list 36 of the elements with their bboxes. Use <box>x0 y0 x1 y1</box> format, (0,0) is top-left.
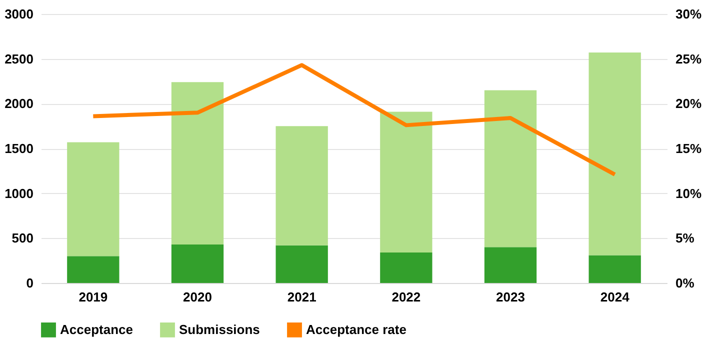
bar <box>380 112 432 253</box>
x-tick-label: 2021 <box>287 290 316 304</box>
bar <box>67 256 120 283</box>
y2-tick-label: 5% <box>676 230 695 246</box>
bar <box>67 142 120 256</box>
y-tick-label: 1000 <box>4 186 34 201</box>
y-tick-label: 2500 <box>4 51 34 66</box>
legend-label: Acceptance <box>60 322 133 337</box>
x-tick-label: 2019 <box>78 290 108 304</box>
bar <box>171 82 224 244</box>
x-tick-label: 2020 <box>183 290 212 304</box>
line-series <box>91 63 617 177</box>
y2-tick-label: 20% <box>676 96 702 112</box>
bar <box>588 255 641 283</box>
legend-label: Submissions <box>179 322 260 337</box>
x-tick-label: 2024 <box>600 290 630 304</box>
y2-tick-label: 10% <box>676 186 702 201</box>
y2-tick-label: 25% <box>676 51 702 66</box>
x-tick-label: 2023 <box>496 290 525 304</box>
y-tick-label: 3000 <box>4 6 34 22</box>
bar <box>484 90 537 248</box>
y2-tick-label: 30% <box>676 6 702 22</box>
bar <box>588 52 641 256</box>
y-tick-label: 0 <box>26 276 34 290</box>
y-tick-label: 1500 <box>4 141 34 156</box>
bar <box>276 245 328 283</box>
bar <box>276 126 328 246</box>
y-tick-label: 500 <box>12 230 34 246</box>
bar <box>484 247 537 283</box>
y-tick-label: 2000 <box>4 96 34 112</box>
legend-label: Acceptance rate <box>306 322 406 337</box>
y2-tick-label: 0% <box>676 276 695 290</box>
y2-tick-label: 15% <box>676 141 702 156</box>
bar <box>380 252 432 283</box>
x-tick-label: 2022 <box>392 290 421 304</box>
bar <box>171 244 224 283</box>
